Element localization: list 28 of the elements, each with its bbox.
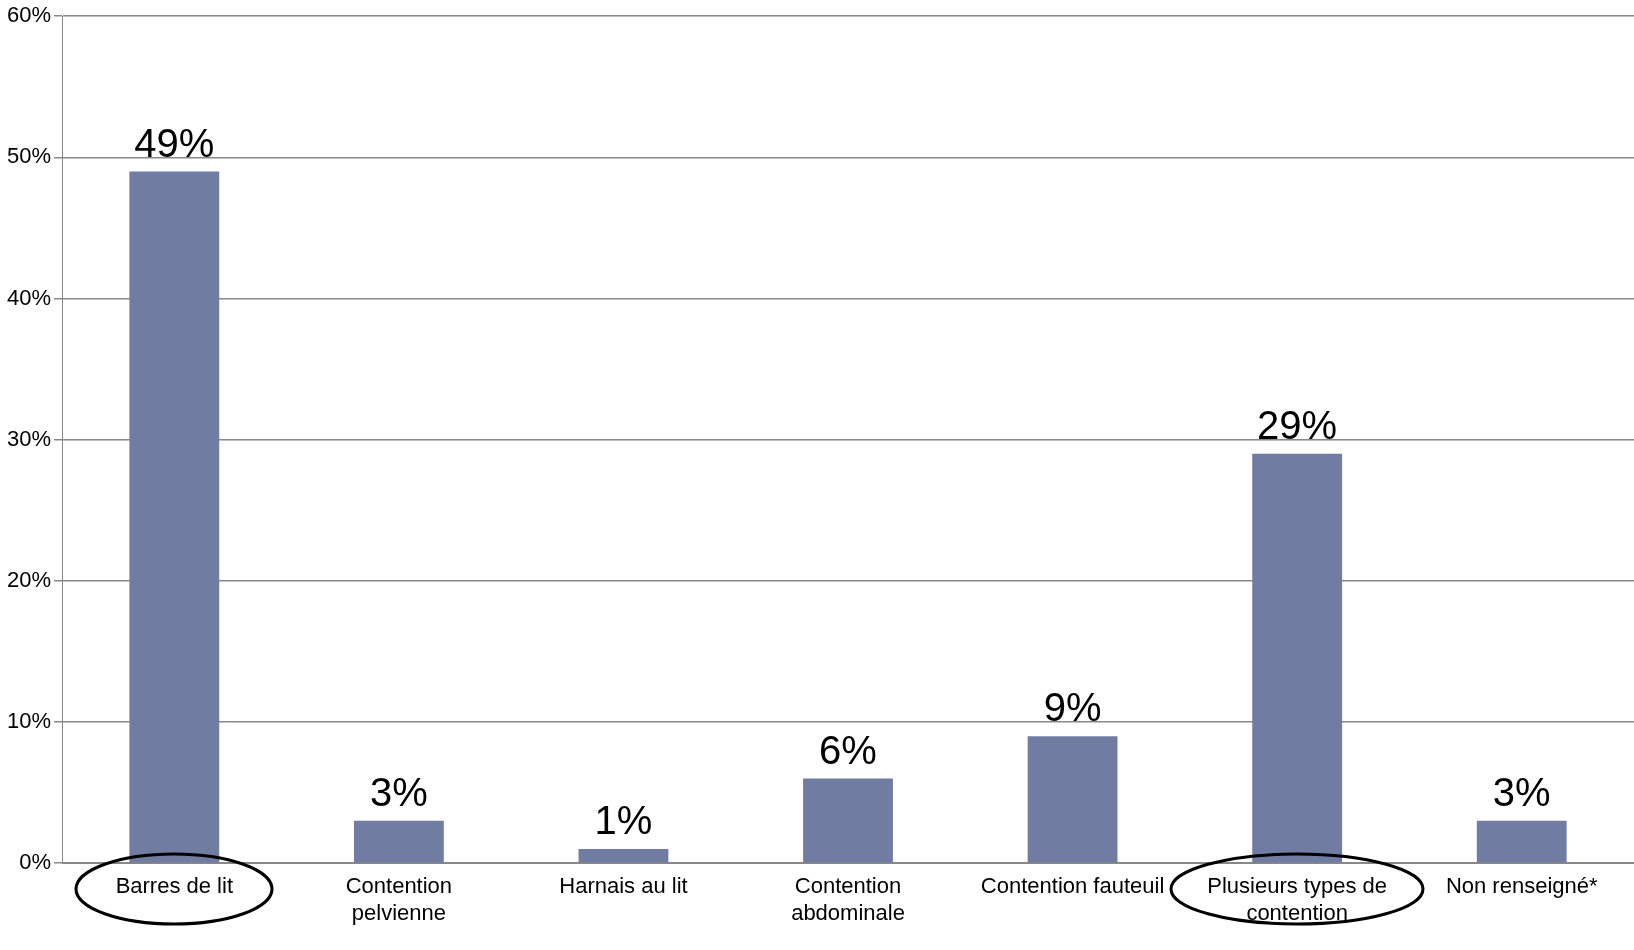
bar bbox=[1476, 820, 1567, 863]
bar bbox=[1252, 453, 1343, 863]
data-label: 3% bbox=[1492, 769, 1551, 814]
y-tick-label: 50% bbox=[6, 143, 52, 169]
y-tick-label: 10% bbox=[6, 708, 52, 734]
x-tick-label: Harnais au lit bbox=[559, 873, 688, 899]
bar bbox=[129, 171, 220, 863]
x-tick-label: Contention abdominale bbox=[791, 873, 905, 925]
y-tick-label: 60% bbox=[6, 2, 52, 28]
data-label: 49% bbox=[134, 120, 215, 165]
data-label: 3% bbox=[369, 769, 428, 814]
x-tick-label: Plusieurs types de contention bbox=[1207, 873, 1388, 925]
y-tick-label: 0% bbox=[19, 849, 52, 875]
data-label: 9% bbox=[1043, 685, 1102, 730]
bar bbox=[578, 849, 669, 863]
y-tick-label: 40% bbox=[6, 284, 52, 310]
y-tick-label: 30% bbox=[6, 425, 52, 451]
y-tick-label: 20% bbox=[6, 566, 52, 592]
bar bbox=[353, 820, 444, 863]
x-tick-label: Non renseigné* bbox=[1445, 873, 1598, 899]
data-label: 1% bbox=[594, 798, 653, 843]
bar bbox=[1027, 736, 1118, 863]
data-label: 29% bbox=[1257, 402, 1338, 447]
x-tick-label: Contention pelvienne bbox=[345, 873, 453, 925]
x-tick-label: Barres de lit bbox=[115, 873, 234, 899]
x-tick-label: Contention fauteuil bbox=[980, 873, 1165, 899]
bar bbox=[803, 778, 893, 863]
data-label: 6% bbox=[819, 727, 877, 772]
